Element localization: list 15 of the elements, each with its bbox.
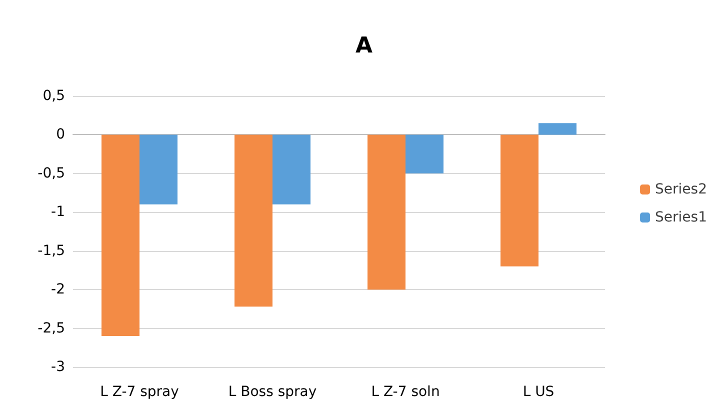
legend-label: Series2 <box>655 182 708 198</box>
chart-title: A <box>355 34 373 58</box>
y-tick-label: -1 <box>51 204 65 220</box>
x-tick-label: L Z-7 spray <box>100 384 179 400</box>
y-tick-label: 0 <box>56 126 65 143</box>
x-tick-label: L US <box>522 384 554 400</box>
y-tick-label: -1,5 <box>38 242 65 259</box>
y-tick-label: -2,5 <box>38 320 65 336</box>
y-tick-label: -0,5 <box>38 165 65 182</box>
x-tick-label: L Boss spray <box>228 384 317 400</box>
y-tick-label: -2 <box>51 282 65 298</box>
legend-label: Series1 <box>655 210 708 226</box>
y-tick-label: -3 <box>51 359 65 375</box>
x-tick-label: L Z-7 soln <box>371 384 440 400</box>
y-tick-label: 0,5 <box>42 88 65 104</box>
